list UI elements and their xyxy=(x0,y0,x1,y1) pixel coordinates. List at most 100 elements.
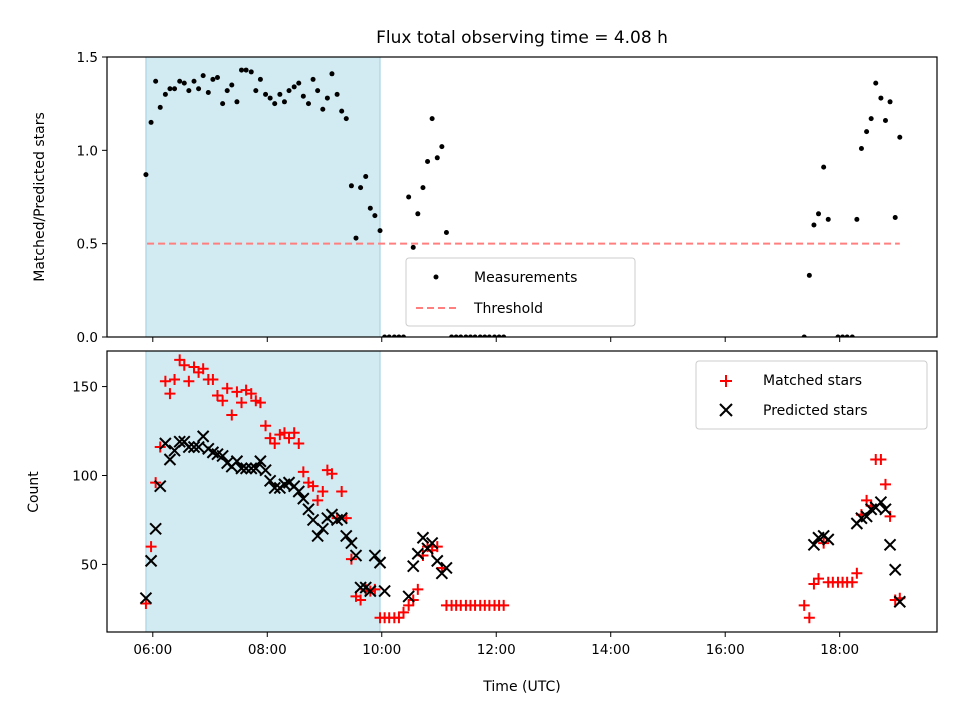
top-dot-point-6 xyxy=(172,86,178,92)
top-dot-point-10 xyxy=(191,78,197,84)
bottom-plus-point-57 xyxy=(412,583,424,595)
bottom-x-point-41 xyxy=(335,511,348,525)
top-dot-point-65 xyxy=(453,334,459,337)
top-dot-point-87 xyxy=(858,145,864,151)
bottom-x-point-19 xyxy=(230,455,244,468)
top-y-tick-label-1: 0.5 xyxy=(77,237,98,253)
bottom-plus-point-41 xyxy=(336,486,348,497)
top-dot-point-16 xyxy=(220,101,226,107)
top-dot-point-33 xyxy=(300,93,306,99)
top-dot-point-22 xyxy=(248,69,254,75)
bottom-plus-point-1 xyxy=(145,541,157,553)
bottom-x-point-52 xyxy=(407,559,420,573)
top-dot-point-79 xyxy=(816,211,822,217)
top-dot-point-15 xyxy=(214,75,220,81)
bottom-x-point-5 xyxy=(163,453,177,466)
top-dot-point-64 xyxy=(449,334,455,337)
bottom-x-point-10 xyxy=(187,440,201,454)
top-dot-point-35 xyxy=(310,76,316,82)
top-dot-point-3 xyxy=(157,104,163,110)
bottom-plus-point-24 xyxy=(254,397,266,409)
bottom-x-point-21 xyxy=(239,462,253,475)
bottom-x-point-1 xyxy=(144,554,158,568)
bottom-x-point-6 xyxy=(168,444,181,457)
bottom-x-point-70 xyxy=(879,503,892,516)
bottom-plus-point-77 xyxy=(803,612,815,624)
top-dot-point-32 xyxy=(296,80,302,86)
bottom-x-point-16 xyxy=(216,449,229,463)
bottom-x-point-56 xyxy=(425,536,439,550)
top-dot-point-73 xyxy=(492,334,498,337)
bottom-x-point-11 xyxy=(192,440,205,454)
bottom-plus-point-36 xyxy=(312,494,324,506)
top-dot-point-54 xyxy=(401,334,407,337)
bottom-plus-point-12 xyxy=(197,363,209,375)
top-dot-point-90 xyxy=(873,80,879,86)
top-dot-point-4 xyxy=(162,91,168,97)
chart-title: Flux total observing time = 4.08 h xyxy=(376,28,668,48)
bottom-plus-point-45 xyxy=(355,594,367,606)
top-dot-point-88 xyxy=(864,129,870,135)
bottom-x-point-33 xyxy=(297,492,310,505)
top-dot-point-20 xyxy=(239,67,245,73)
top-dot-point-57 xyxy=(415,211,421,217)
bottom-x-point-59 xyxy=(440,561,453,575)
legend-measurements-marker xyxy=(433,274,439,280)
top-dot-point-11 xyxy=(196,86,202,92)
top-dot-point-40 xyxy=(334,91,340,97)
top-dot-point-14 xyxy=(210,76,216,82)
bottom-x-point-25 xyxy=(259,463,272,477)
bottom-x-point-63 xyxy=(822,533,835,546)
top-dot-point-67 xyxy=(463,334,469,337)
bottom-x-point-42 xyxy=(340,529,353,543)
bottom-x-point-7 xyxy=(173,435,186,448)
x-tick-label-1: 08:00 xyxy=(248,642,287,658)
bottom-plus-point-32 xyxy=(293,437,305,449)
x-axis-label: Time (UTC) xyxy=(482,679,560,695)
top-dot-point-56 xyxy=(410,244,416,250)
top-dot-point-25 xyxy=(263,91,269,97)
bottom-plus-point-87 xyxy=(851,567,863,579)
top-dot-point-72 xyxy=(486,334,492,337)
bottom-y-axis-label: Count xyxy=(26,471,42,513)
top-dot-point-19 xyxy=(234,99,240,105)
bottom-plus-point-17 xyxy=(221,382,233,394)
top-dot-point-92 xyxy=(882,117,888,123)
top-dot-point-77 xyxy=(806,272,812,278)
x-tick-label-3: 12:00 xyxy=(477,642,516,658)
top-dot-point-74 xyxy=(496,334,502,337)
bottom-x-point-44 xyxy=(349,549,363,562)
top-dot-point-24 xyxy=(257,76,263,82)
top-dot-point-62 xyxy=(439,144,445,150)
bottom-y-tick-label-1: 100 xyxy=(72,468,98,484)
top-dot-point-12 xyxy=(200,73,206,79)
bottom-x-point-54 xyxy=(416,531,430,544)
bottom-x-point-57 xyxy=(431,554,444,568)
top-dot-point-8 xyxy=(181,80,187,86)
bottom-x-point-36 xyxy=(311,529,324,543)
bottom-plus-point-35 xyxy=(307,480,319,492)
bottom-x-point-20 xyxy=(235,462,248,475)
top-dot-point-48 xyxy=(372,213,378,219)
top-dot-point-21 xyxy=(243,67,249,73)
bottom-x-point-26 xyxy=(263,474,277,488)
bottom-plus-point-30 xyxy=(283,432,295,444)
top-legend-box xyxy=(405,257,636,327)
legend-predicted-marker xyxy=(719,403,733,417)
bottom-x-point-32 xyxy=(292,485,305,498)
bottom-x-point-53 xyxy=(411,547,425,560)
bottom-plus-point-75 xyxy=(498,599,510,611)
bottom-x-point-2 xyxy=(149,522,162,536)
bottom-plus-point-54 xyxy=(398,606,410,618)
x-tick-label-6: 18:00 xyxy=(820,642,859,658)
bottom-plus-point-19 xyxy=(231,386,243,398)
bottom-plus-point-76 xyxy=(798,599,810,611)
legend-predicted-label: Predicted stars xyxy=(763,403,868,419)
top-dot-point-51 xyxy=(386,334,392,337)
x-tick-label-2: 10:00 xyxy=(362,642,401,658)
bottom-x-point-9 xyxy=(182,440,196,454)
top-dot-point-2 xyxy=(153,78,159,84)
bottom-x-point-34 xyxy=(302,503,315,516)
top-dot-point-89 xyxy=(868,116,874,122)
